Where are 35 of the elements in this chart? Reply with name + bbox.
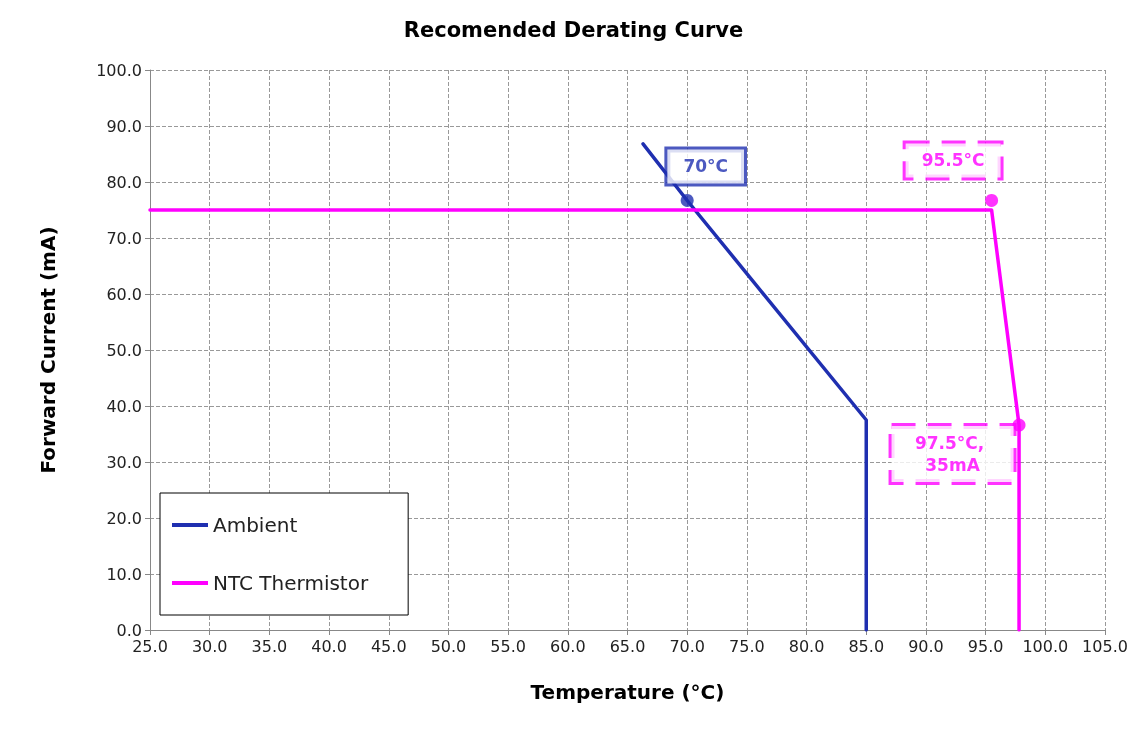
- x-tick-label: 85.0: [848, 636, 885, 656]
- line-series: [641, 142, 868, 632]
- x-tick-label: 95.0: [967, 636, 1004, 656]
- x-tick-label: 60.0: [550, 636, 586, 656]
- x-tick-label: 100.0: [1022, 636, 1069, 656]
- y-tick-label: 40.0: [106, 396, 142, 416]
- legend-label: NTC Thermistor: [213, 571, 369, 595]
- x-tick-label: 45.0: [370, 636, 407, 656]
- x-tick-label: 35.0: [251, 636, 288, 656]
- annotation: 70°C: [683, 156, 729, 177]
- chart-title: Recomended Derating Curve: [403, 17, 744, 42]
- x-tick-label: 105.0: [1082, 636, 1128, 656]
- y-tick-label: 20.0: [106, 508, 142, 528]
- y-tick-label: 60.0: [106, 284, 142, 304]
- x-tick-label: 90.0: [908, 636, 944, 656]
- x-axis-title: Temperature (°C): [530, 680, 725, 704]
- y-tick-label: 30.0: [106, 452, 142, 472]
- annotation: 97.5°C, 35mA: [914, 433, 991, 476]
- y-tick-label: 50.0: [106, 340, 142, 360]
- x-tick-label: 50.0: [430, 636, 467, 656]
- y-tick-label: 70.0: [106, 228, 142, 248]
- y-tick-label: 90.0: [106, 116, 142, 136]
- y-tick-label: 80.0: [106, 172, 142, 192]
- legend-label: Ambient: [213, 513, 298, 537]
- x-tick-label: 55.0: [490, 636, 526, 656]
- x-tick-label: 70.0: [669, 636, 705, 656]
- y-axis-title: Forward Current (mA): [36, 226, 60, 474]
- annotation: 95.5°C: [921, 150, 985, 171]
- x-tick-label: 40.0: [311, 636, 347, 656]
- x-tick-label: 65.0: [609, 636, 646, 656]
- x-tick-label: 75.0: [729, 636, 765, 656]
- x-tick-label: 80.0: [788, 636, 825, 656]
- y-tick-label: 10.0: [106, 564, 142, 584]
- x-tick-label: 30.0: [191, 636, 228, 656]
- y-tick-label: 100.0: [96, 60, 142, 80]
